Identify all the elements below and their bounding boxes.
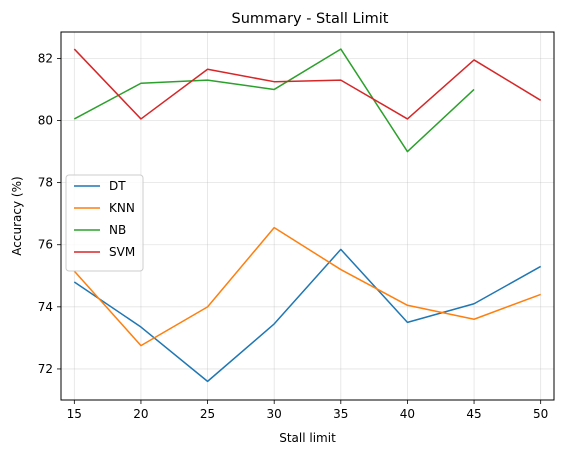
series-line-svm [73,48,542,120]
series-line-dt [73,248,542,383]
x-axis-ticks: 15 20 25 30 35 40 45 50 [67,400,548,421]
y-tick-label: 72 [38,362,53,376]
y-tick-label: 76 [38,238,53,252]
y-tick-label: 82 [38,51,53,65]
legend: DT KNN NB SVM [65,174,144,272]
plot-frame [60,31,555,401]
y-tick-label: 78 [38,176,53,190]
x-tick-label: 45 [466,407,481,421]
series-lines [73,48,542,383]
legend-box [65,174,144,272]
legend-label: DT [109,179,126,193]
x-tick-label: 40 [400,407,415,421]
legend-label: NB [109,223,126,237]
y-axis-ticks: 72 74 76 78 80 82 [38,51,61,376]
y-tick-label: 80 [38,114,53,128]
series-line-nb [73,48,475,153]
chart-title: Summary - Stall Limit [232,11,389,27]
x-axis-label: Stall limit [279,431,336,445]
x-tick-label: 20 [133,407,148,421]
x-tick-label: 30 [267,407,282,421]
legend-label: SVM [109,245,135,259]
legend-label: KNN [109,201,135,215]
x-tick-label: 25 [200,407,215,421]
x-tick-label: 15 [67,407,82,421]
x-tick-label: 35 [333,407,348,421]
y-tick-label: 74 [38,300,53,314]
x-tick-label: 50 [533,407,548,421]
y-axis-label: Accuracy (%) [10,176,24,255]
series-line-knn [73,226,541,347]
